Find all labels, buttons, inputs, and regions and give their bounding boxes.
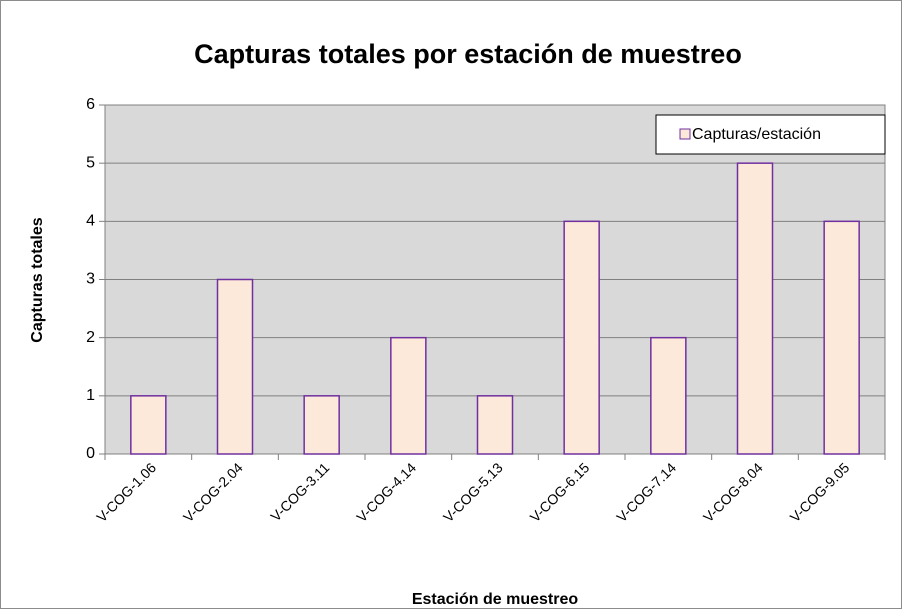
legend-label: Capturas/estación xyxy=(692,126,821,143)
bar xyxy=(736,162,774,455)
bar xyxy=(303,395,340,455)
legend-box xyxy=(655,114,886,155)
y-tick-label: 0 xyxy=(86,445,95,462)
y-tick-label: 2 xyxy=(86,329,95,346)
bar xyxy=(650,336,687,455)
y-tick-label: 3 xyxy=(86,271,95,288)
bar xyxy=(216,278,254,455)
y-axis-label: Capturas totales xyxy=(29,217,46,342)
bar xyxy=(823,220,860,455)
bar xyxy=(563,220,600,455)
bar xyxy=(476,395,514,455)
y-tick-label: 4 xyxy=(86,213,95,230)
x-axis-label: Estación de muestreo xyxy=(412,591,579,608)
y-tick-label: 6 xyxy=(86,96,95,113)
y-tick-label: 1 xyxy=(86,387,95,404)
chart-title: Capturas totales por estación de muestre… xyxy=(194,39,742,69)
legend-swatch xyxy=(679,128,691,140)
legend: Capturas/estación xyxy=(655,114,886,155)
bar xyxy=(390,336,427,455)
y-tick-label: 5 xyxy=(86,154,95,171)
bar xyxy=(130,395,167,455)
